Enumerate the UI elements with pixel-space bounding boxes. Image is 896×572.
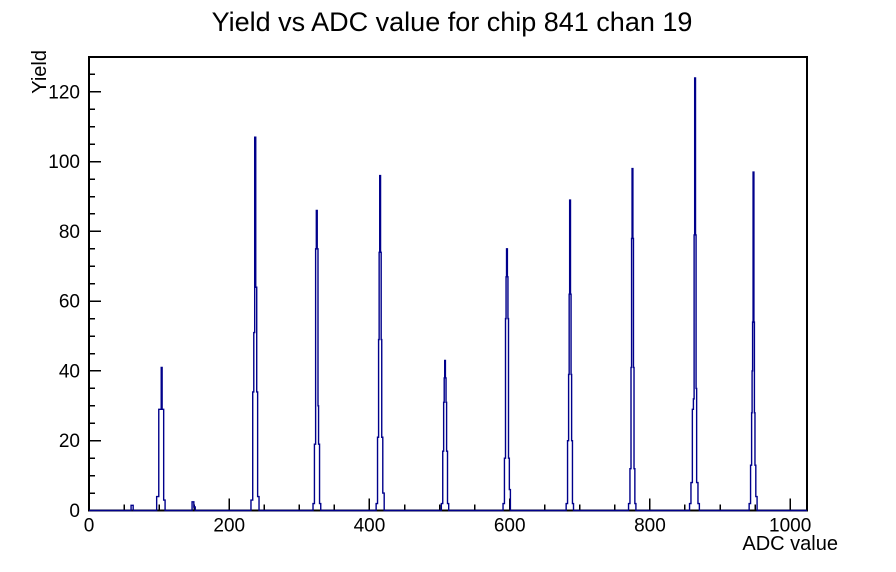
x-tick-label: 800	[634, 516, 666, 537]
x-tick-label: 200	[213, 516, 245, 537]
y-tick-label: 0	[69, 501, 80, 522]
plot-frame	[88, 56, 808, 512]
x-axis-title: ADC value	[742, 533, 838, 555]
y-tick-label: 20	[59, 431, 80, 452]
plot-title: Yield vs ADC value for chip 841 chan 19	[211, 7, 693, 37]
y-tick-label: 40	[59, 361, 80, 382]
y-axis-title: Yield	[29, 50, 51, 94]
histogram-line	[89, 77, 807, 512]
y-tick-label: 80	[59, 222, 80, 243]
x-tick-label: 0	[84, 516, 95, 537]
x-tick-label: 400	[354, 516, 386, 537]
x-tick-label: 600	[494, 516, 526, 537]
y-tick-label: 100	[48, 152, 80, 173]
y-tick-label: 120	[48, 82, 80, 103]
x-tick-label: 1000	[769, 516, 811, 537]
y-tick-label: 60	[59, 292, 80, 313]
